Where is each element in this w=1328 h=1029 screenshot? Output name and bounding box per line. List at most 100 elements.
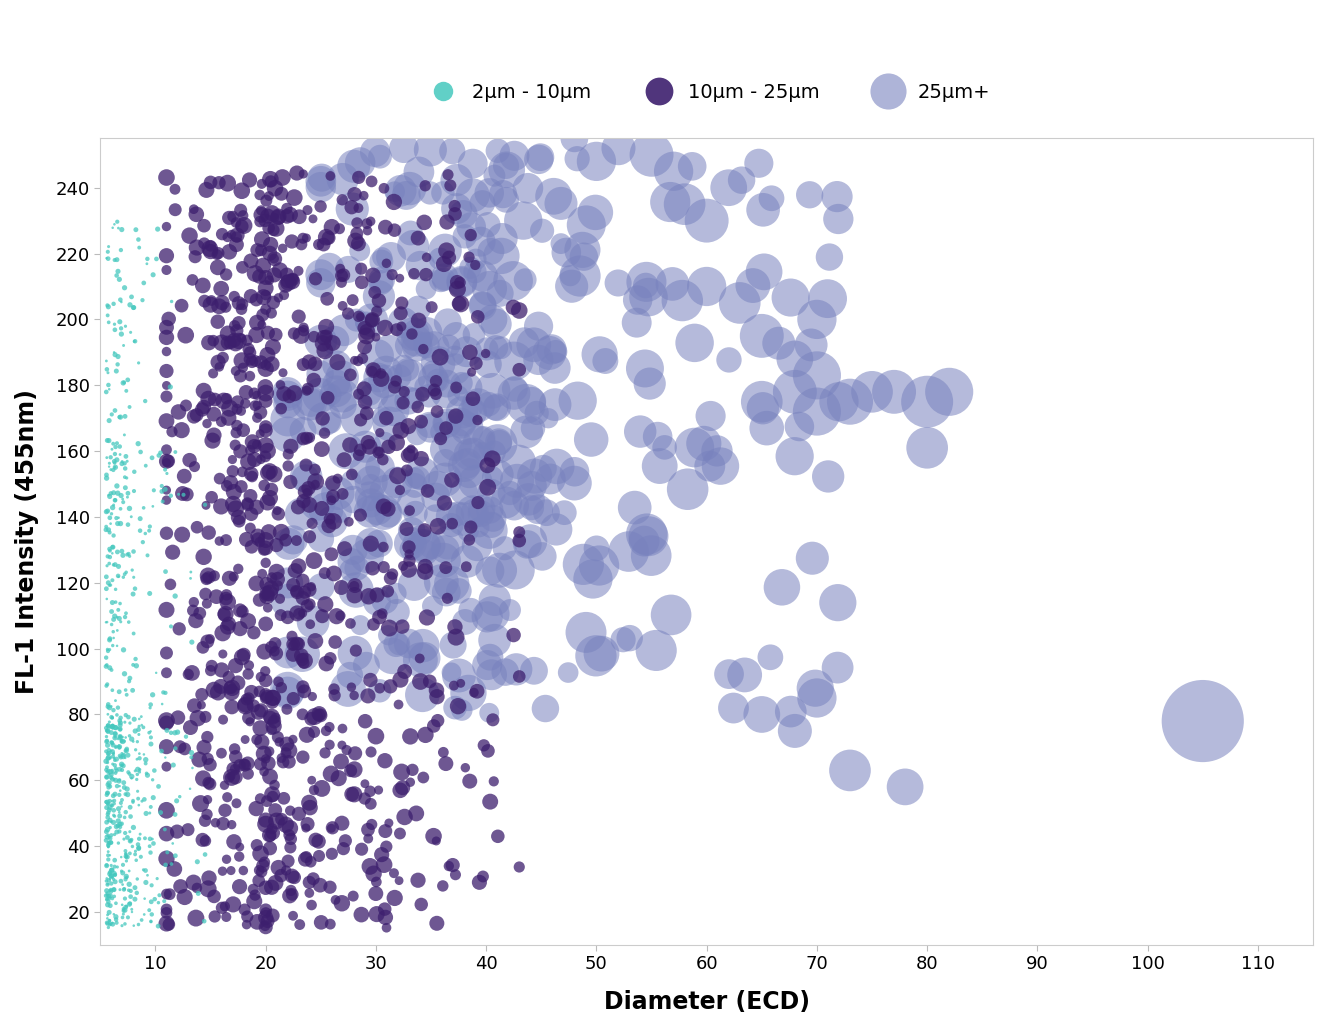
Point: [105, 719, 126, 736]
Point: [321, 219, 343, 236]
Point: [104, 808, 125, 824]
Point: [444, 198, 465, 214]
Point: [210, 678, 231, 695]
Point: [320, 650, 341, 667]
Point: [588, 558, 610, 574]
Point: [440, 177, 461, 193]
Point: [473, 429, 494, 446]
Point: [194, 398, 215, 415]
Point: [197, 633, 218, 649]
Point: [228, 332, 250, 349]
Point: [222, 699, 243, 715]
Point: [179, 719, 201, 736]
Point: [106, 623, 127, 639]
Point: [117, 489, 138, 505]
Point: [295, 820, 316, 837]
Point: [462, 155, 483, 172]
Point: [255, 686, 276, 703]
Point: [207, 684, 228, 701]
Point: [544, 360, 566, 377]
Point: [169, 620, 190, 637]
Point: [113, 642, 134, 659]
Point: [198, 881, 219, 897]
Point: [143, 762, 165, 779]
Point: [482, 510, 503, 527]
Point: [124, 543, 145, 560]
Point: [106, 859, 127, 876]
Point: [97, 733, 118, 749]
Point: [161, 724, 182, 741]
Point: [414, 649, 436, 666]
Point: [198, 775, 219, 791]
Y-axis label: FL-1 Intensity (455nm): FL-1 Intensity (455nm): [15, 389, 39, 694]
Point: [101, 505, 122, 522]
Point: [357, 687, 378, 704]
Point: [104, 750, 125, 767]
Point: [191, 401, 212, 418]
Point: [321, 820, 343, 837]
Point: [118, 862, 139, 879]
Point: [288, 262, 309, 279]
Point: [102, 771, 124, 787]
Point: [141, 914, 162, 930]
Point: [203, 427, 224, 443]
Point: [113, 900, 134, 917]
Point: [323, 475, 344, 492]
Point: [105, 594, 126, 610]
Point: [212, 863, 234, 880]
Point: [97, 364, 118, 381]
Point: [255, 212, 276, 228]
Point: [486, 399, 507, 416]
Point: [246, 387, 267, 403]
Point: [238, 341, 259, 357]
Point: [173, 487, 194, 503]
Point: [537, 504, 558, 521]
Point: [255, 280, 276, 296]
Point: [452, 375, 473, 391]
Point: [104, 792, 125, 809]
Point: [288, 606, 309, 623]
Point: [490, 340, 511, 356]
Point: [155, 684, 177, 701]
Point: [647, 428, 668, 445]
Point: [126, 852, 147, 868]
Point: [247, 528, 268, 544]
Point: [97, 643, 118, 660]
Point: [478, 523, 499, 539]
Point: [806, 689, 827, 706]
Point: [479, 649, 501, 666]
Point: [424, 718, 445, 735]
Point: [389, 825, 410, 842]
Point: [357, 821, 378, 838]
Point: [420, 673, 441, 689]
Point: [355, 394, 376, 411]
Point: [471, 296, 493, 313]
Point: [278, 684, 299, 701]
Point: [238, 454, 259, 470]
Point: [121, 901, 142, 918]
Point: [214, 898, 235, 915]
Point: [555, 244, 576, 260]
Point: [125, 846, 146, 862]
Point: [104, 455, 125, 471]
Point: [437, 441, 458, 458]
Point: [278, 644, 299, 661]
Point: [300, 711, 321, 728]
Point: [414, 558, 436, 574]
Point: [97, 844, 118, 860]
Point: [125, 880, 146, 896]
Point: [226, 418, 247, 434]
Point: [110, 849, 131, 865]
Point: [118, 614, 139, 631]
Point: [96, 580, 117, 597]
Point: [543, 188, 564, 205]
Point: [718, 352, 740, 368]
Point: [110, 730, 131, 746]
Point: [363, 362, 384, 379]
Point: [276, 736, 297, 752]
Point: [344, 745, 365, 761]
Point: [183, 201, 205, 217]
Point: [434, 495, 456, 511]
Point: [374, 900, 396, 917]
Point: [155, 247, 177, 263]
